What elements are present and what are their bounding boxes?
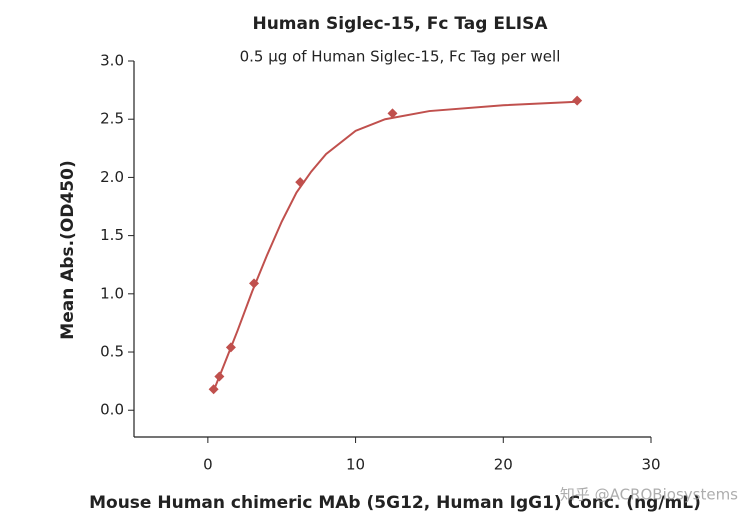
data-point (249, 278, 260, 289)
chart-title: Human Siglec-15, Fc Tag ELISA (252, 14, 548, 34)
y-axis-label: Mean Abs.(OD450) (58, 160, 78, 339)
data-point (295, 177, 306, 188)
data-point (387, 108, 398, 119)
x-tick-label: 20 (494, 456, 513, 474)
data-point (208, 384, 219, 395)
data-point (225, 342, 236, 353)
x-tick-label: 10 (346, 456, 365, 474)
data-point (572, 95, 583, 106)
y-tick-label: 0.0 (100, 401, 124, 419)
x-tick-label: 0 (203, 456, 213, 474)
fit-curve (212, 100, 578, 391)
y-tick-label: 2.0 (100, 168, 124, 186)
x-axis-label: Mouse Human chimeric MAb (5G12, Human Ig… (89, 493, 701, 513)
y-tick-label: 0.5 (100, 343, 124, 361)
y-tick-label: 1.5 (100, 226, 124, 244)
y-tick-label: 3.0 (100, 52, 124, 70)
chart-subtitle: 0.5 μg of Human Siglec-15, Fc Tag per we… (240, 48, 561, 66)
x-tick-label: 30 (641, 456, 660, 474)
watermark: 知乎 @ACROBiosystems (560, 486, 738, 504)
data-point (214, 371, 225, 382)
y-tick-label: 1.0 (100, 284, 124, 302)
y-tick-label: 2.5 (100, 110, 124, 128)
